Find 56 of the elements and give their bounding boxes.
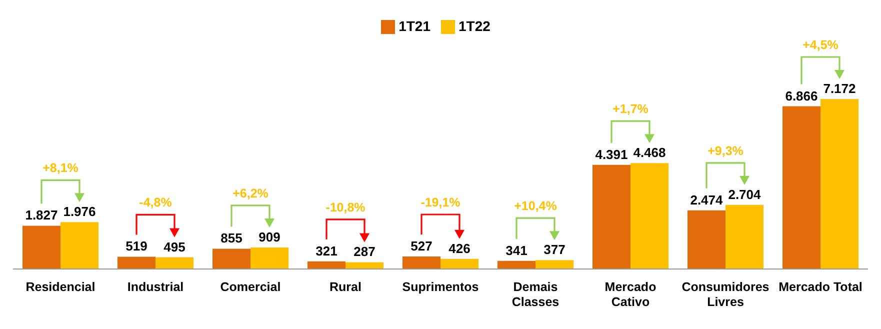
data-label: 1.976	[63, 204, 96, 220]
data-label: 7.172	[823, 81, 856, 96]
annotation: +8,1%	[42, 161, 78, 176]
bar	[308, 261, 346, 269]
bar	[22, 226, 60, 269]
data-label: 287	[354, 244, 376, 260]
x-tick-label: Residencial	[26, 280, 96, 294]
data-label: 6.866	[785, 88, 818, 104]
bar	[402, 256, 440, 269]
bar	[60, 222, 98, 269]
bar	[536, 260, 574, 269]
data-label: 426	[448, 240, 470, 256]
x-tick-label: Comercial	[220, 280, 281, 294]
annotation: -4,8%	[139, 196, 172, 210]
x-tick-label: Mercado Cativo	[604, 280, 657, 309]
data-label: 4.468	[633, 145, 666, 160]
bar	[250, 247, 288, 269]
annotation: -19,1%	[420, 196, 460, 210]
bar	[212, 248, 250, 269]
annotation: +10,4%	[514, 199, 557, 214]
annotation: +1,7%	[612, 102, 648, 116]
x-tick-label: Mercado Total	[778, 280, 862, 294]
annotation: +6,2%	[232, 186, 268, 200]
data-label: 519	[126, 238, 148, 254]
data-label: 855	[220, 230, 242, 246]
x-tick-label: Rural	[330, 280, 362, 294]
data-label: 4.391	[595, 146, 628, 162]
legend-label: 1T21	[398, 18, 430, 34]
annotation: +9,3%	[708, 144, 744, 158]
data-label: 1.827	[25, 208, 58, 223]
text: +4,5%	[802, 38, 838, 52]
bar	[498, 260, 536, 269]
bar	[440, 258, 478, 269]
bar	[592, 164, 630, 269]
data-label: 495	[164, 239, 186, 254]
x-tick-label: Demais Classes	[512, 280, 560, 309]
data-label: 527	[410, 238, 432, 254]
x-tick-label: Industrial	[127, 280, 184, 294]
bar	[726, 204, 764, 269]
bar	[118, 256, 156, 269]
bar	[156, 257, 194, 269]
bar	[688, 210, 726, 269]
bar	[346, 262, 384, 269]
bar	[630, 163, 668, 269]
legend-label: 1T22	[458, 18, 490, 34]
bar	[820, 99, 858, 269]
data-label: 341	[506, 242, 528, 258]
data-label: 2.704	[728, 186, 762, 202]
bar	[782, 106, 820, 269]
x-tick-label: Suprimentos	[402, 280, 479, 294]
data-label: 909	[258, 229, 280, 244]
data-label: 377	[544, 242, 566, 258]
x-tick-label: Consumidores Livres	[682, 280, 770, 309]
data-label: 321	[316, 243, 338, 258]
annotation: -10,8%	[326, 200, 366, 214]
data-label: 2.474	[690, 192, 724, 208]
